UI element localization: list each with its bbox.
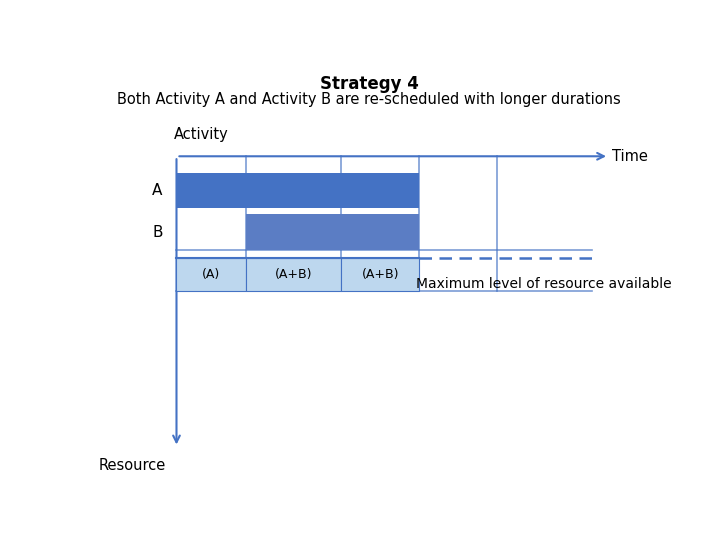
Text: B: B <box>152 225 163 240</box>
Text: Time: Time <box>612 149 647 164</box>
Text: Maximum level of resource available: Maximum level of resource available <box>416 277 672 291</box>
Text: A: A <box>152 183 163 198</box>
Bar <box>246 258 341 292</box>
Text: Strategy 4: Strategy 4 <box>320 75 418 93</box>
Bar <box>246 214 419 250</box>
Text: Resource: Resource <box>99 458 166 472</box>
Text: Activity: Activity <box>174 127 228 141</box>
Bar <box>176 258 246 292</box>
Text: (A): (A) <box>202 268 220 281</box>
Bar <box>176 173 419 208</box>
Text: (A+B): (A+B) <box>275 268 312 281</box>
Text: Both Activity A and Activity B are re-scheduled with longer durations: Both Activity A and Activity B are re-sc… <box>117 92 621 107</box>
Text: (A+B): (A+B) <box>361 268 399 281</box>
Bar <box>341 258 419 292</box>
